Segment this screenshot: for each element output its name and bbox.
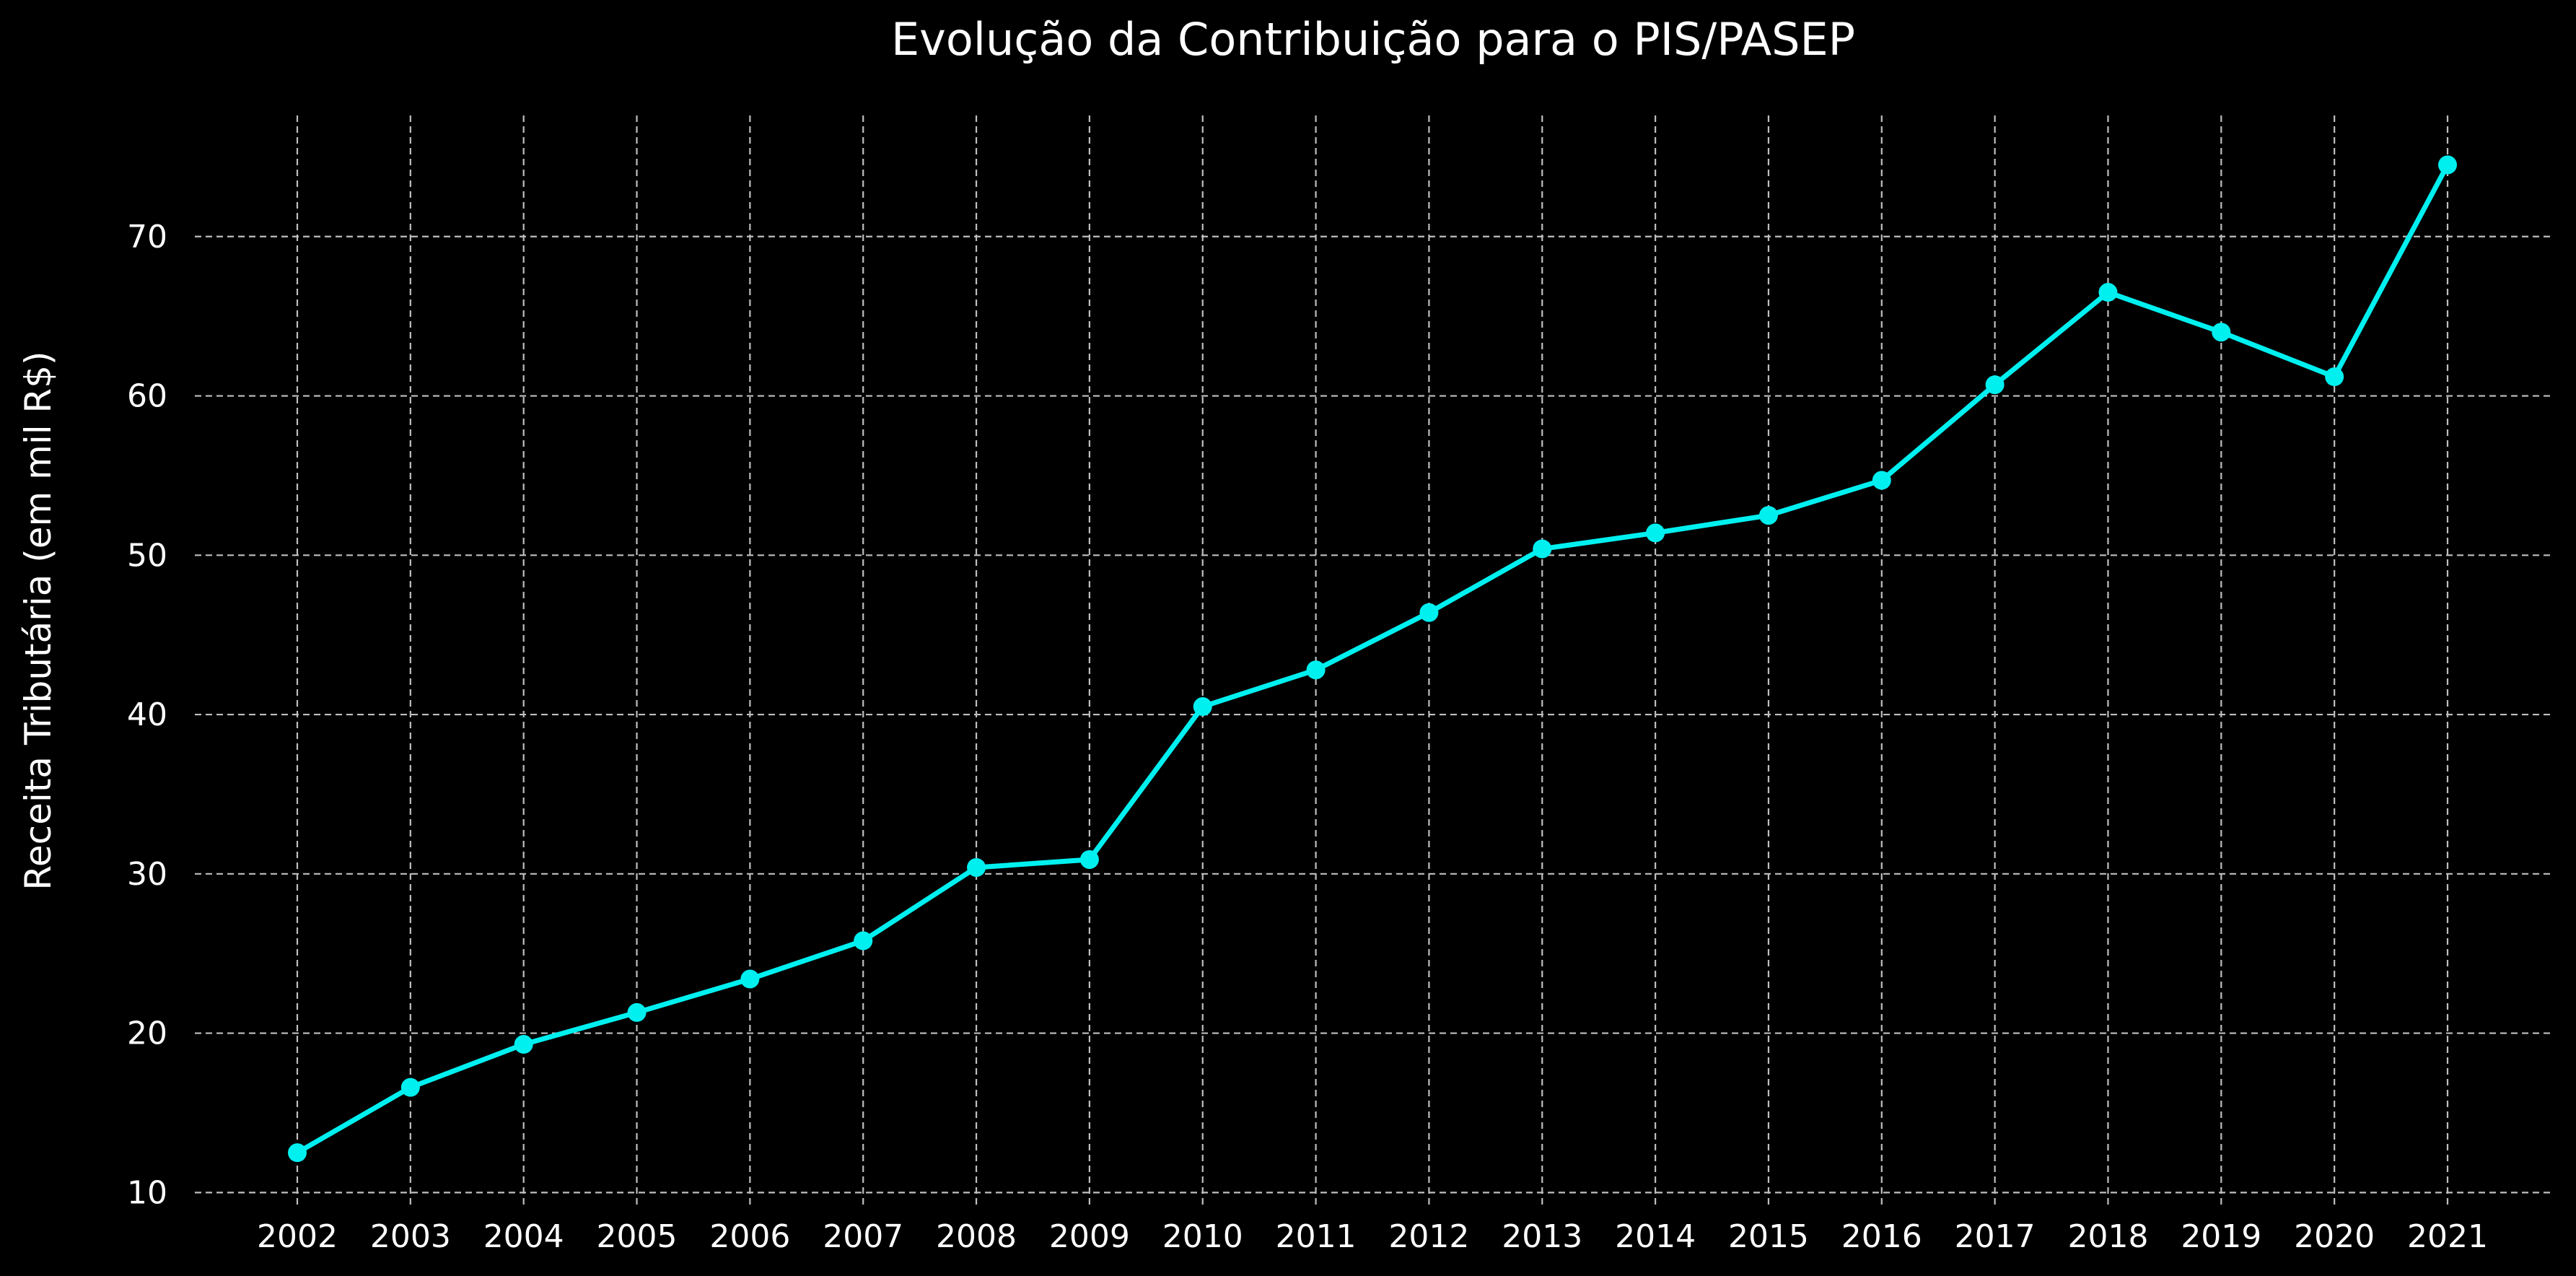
y-tick-label: 10	[127, 1174, 167, 1211]
x-tick-label: 2008	[936, 1218, 1017, 1255]
x-tick-label: 2004	[483, 1218, 564, 1255]
data-point	[740, 969, 760, 989]
x-tick-label: 2007	[823, 1218, 903, 1255]
x-tick-label: 2019	[2181, 1218, 2261, 1255]
x-tick-label: 2014	[1615, 1218, 1696, 1255]
y-tick-label: 20	[127, 1015, 167, 1052]
data-point	[1758, 506, 1778, 525]
x-tick-label: 2018	[2067, 1218, 2148, 1255]
x-tick-label: 2016	[1841, 1218, 1922, 1255]
x-tick-label: 2015	[1728, 1218, 1809, 1255]
x-tick-label: 2017	[1955, 1218, 2036, 1255]
chart-title: Evolução da Contribuição para o PIS/PASE…	[891, 13, 1855, 66]
x-tick-label: 2013	[1502, 1218, 1582, 1255]
y-tick-label: 70	[127, 219, 167, 255]
data-point	[2212, 323, 2231, 342]
y-tick-label: 30	[127, 856, 167, 893]
x-tick-label: 2010	[1162, 1218, 1243, 1255]
data-point	[1872, 471, 1891, 490]
y-tick-label: 60	[127, 378, 167, 415]
data-point	[1646, 523, 1665, 543]
data-point	[2325, 367, 2344, 387]
series-line	[294, 162, 2450, 1155]
x-tick-label: 2020	[2294, 1218, 2375, 1255]
series	[288, 155, 2457, 1163]
data-point	[514, 1035, 533, 1054]
x-tick-label: 2002	[257, 1218, 338, 1255]
grid	[195, 115, 2554, 1205]
data-point	[967, 857, 986, 877]
data-point	[2438, 155, 2457, 175]
x-tick-label: 2005	[597, 1218, 678, 1255]
y-tick-label: 50	[127, 537, 167, 574]
data-point	[1079, 849, 1099, 869]
data-point	[2098, 283, 2118, 302]
data-point	[288, 1143, 307, 1163]
y-tick-label: 40	[127, 696, 167, 733]
data-point	[854, 931, 873, 951]
x-tick-label: 2006	[709, 1218, 790, 1255]
data-point	[1306, 660, 1326, 680]
tick-labels: 10 20 30 40 50 60 70 2002 2003 2004 2005 2006 2007 20…	[127, 219, 2488, 1255]
x-tick-label: 2011	[1276, 1218, 1357, 1255]
data-point	[1985, 375, 2005, 395]
x-tick-label: 2003	[370, 1218, 451, 1255]
x-tick-label: 2012	[1388, 1218, 1469, 1255]
y-axis-label: Receita Tributária (em mil R$)	[17, 351, 59, 890]
data-point	[1419, 603, 1439, 622]
x-tick-label: 2021	[2407, 1218, 2488, 1255]
x-tick-label: 2009	[1049, 1218, 1130, 1255]
data-point	[1533, 539, 1552, 559]
data-point	[627, 1002, 647, 1022]
data-point	[400, 1078, 420, 1097]
data-point	[1193, 697, 1212, 717]
